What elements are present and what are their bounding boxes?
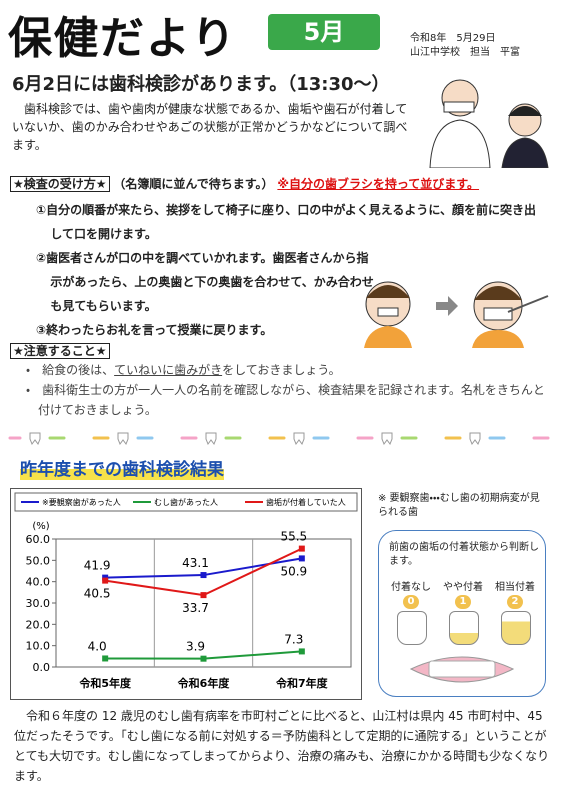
legend-label: ※要観察歯があった人	[42, 497, 121, 507]
level-label: 相当付着	[495, 582, 535, 593]
value-label: 4.0	[88, 639, 107, 653]
tooth-icon	[397, 611, 427, 645]
text: 歯科衛生士の方が一人一人の名前を確認しながら、検査結果を記録されます。名札をきち…	[38, 383, 545, 417]
caution-heading: ★注意すること★	[10, 343, 110, 359]
y-tick-label: 10.0	[26, 640, 51, 653]
closing: 令和６年度の 12 歳児のむし歯有病率を市町村ごとに比べると、山江村は県内 45…	[14, 709, 550, 783]
exam-step: ③終わったらお礼を言って授業に戻ります。	[36, 323, 273, 337]
exam-step: ①自分の順番が来たら、挨拶をして椅子に座り、口の中がよく見えるように、顔を前に突…	[36, 203, 537, 241]
newsletter-title: 保健だより	[8, 13, 238, 64]
checkup-illustration	[364, 281, 549, 348]
y-axis-label: (%)	[32, 521, 49, 532]
point	[200, 572, 207, 579]
point	[298, 545, 305, 552]
text: をしておきましょう。	[222, 363, 341, 377]
y-tick-label: 30.0	[26, 597, 51, 610]
caution-item: ・ 給食の後は、ていねいに歯みがきをしておきましょう。	[26, 363, 341, 377]
emphasis: ていねいに歯みがき	[114, 363, 223, 377]
level-label: 付着なし	[391, 582, 431, 593]
teeth-illustration	[409, 656, 515, 683]
level-score: 1	[455, 595, 471, 609]
exam-step: ②歯医者さんが口の中を調べていかれます。歯医者さんから指示があったら、上の奥歯と…	[36, 251, 374, 313]
level-score: 0	[403, 595, 419, 609]
chart-title: 昨年度までの歯科検診結果	[20, 455, 224, 480]
legend-label: むし歯があった人	[154, 497, 218, 507]
tooth-icon	[449, 611, 479, 645]
value-label: 50.9	[280, 564, 307, 578]
chart: (%) 0.0 10.0 20.0 30.0 40.0 50.0 60.0 令和5年度 令和6年度…	[10, 488, 362, 700]
plaque-box: 前歯の歯垢の付着状態から判断します。 付着なし 0 やや付着 1 相当付着 2	[378, 530, 546, 697]
x-tick-label: 令和7年度	[276, 676, 329, 690]
point	[102, 577, 109, 584]
point	[298, 648, 305, 655]
intro: 歯科検診では、歯や歯肉が健康な状態であるか、歯垢や歯石が付着していないか、歯のか…	[12, 102, 408, 152]
legend-label: 歯垢が付着していた人	[266, 497, 346, 507]
value-label: 33.7	[182, 601, 209, 615]
exam-line: ★検査の受け方★ （名簿順に並んで待ちます。） ※自分の歯ブラシを持って並びます…	[10, 175, 479, 192]
tooth-divider	[8, 432, 550, 446]
dentist-illustration	[429, 79, 549, 168]
point	[298, 555, 305, 562]
value-label: 43.1	[182, 556, 209, 570]
date: 令和8年 5月29日	[410, 33, 496, 44]
tooth-icon	[501, 611, 531, 645]
x-tick-label: 令和6年度	[178, 676, 231, 690]
y-tick-label: 20.0	[26, 618, 51, 631]
footnote: ※ 要観察歯・・・むし歯の初期病変が見られる歯	[378, 493, 540, 518]
exam-heading: ★検査の受け方★	[10, 176, 110, 192]
value-label: 41.9	[84, 559, 111, 573]
y-tick-label: 0.0	[33, 661, 51, 674]
value-label: 55.5	[280, 530, 307, 544]
y-tick-label: 60.0	[26, 533, 51, 546]
y-tick-label: 50.0	[26, 554, 51, 567]
exam-warning: ※自分の歯ブラシを持って並びます。	[277, 177, 480, 191]
exam-note: （名簿順に並んで待ちます。）	[113, 177, 274, 191]
level-score: 2	[507, 595, 523, 609]
x-tick-label: 令和5年度	[79, 676, 132, 690]
caution-line: ★注意すること★	[10, 340, 110, 359]
value-label: 40.5	[84, 587, 111, 601]
author: 山江中学校 担当 平富	[410, 47, 520, 58]
legend-box	[14, 492, 358, 512]
value-label: 3.9	[186, 640, 205, 654]
text: 給食の後は、	[42, 363, 115, 377]
y-tick-label: 40.0	[26, 576, 51, 589]
point	[102, 655, 109, 662]
point	[200, 655, 207, 662]
level-label: やや付着	[443, 582, 483, 593]
caution-list: ・ 給食の後は、ていねいに歯みがきをしておきましょう。 ・ 歯科衛生士の方が一人…	[26, 360, 546, 420]
value-label: 7.3	[284, 632, 303, 646]
caution-item: ・ 歯科衛生士の方が一人一人の名前を確認しながら、検査結果を記録されます。名札を…	[26, 383, 545, 417]
box-title: 前歯の歯垢の付着状態から判断します。	[389, 542, 539, 567]
headline: 6月2日には歯科検診があります。（13:30～）	[12, 74, 390, 95]
exam-steps: ①自分の順番が来たら、挨拶をして椅子に座り、口の中がよく見えるように、顔を前に突…	[36, 198, 548, 342]
month-badge: 5月	[268, 14, 380, 50]
point	[200, 592, 207, 599]
